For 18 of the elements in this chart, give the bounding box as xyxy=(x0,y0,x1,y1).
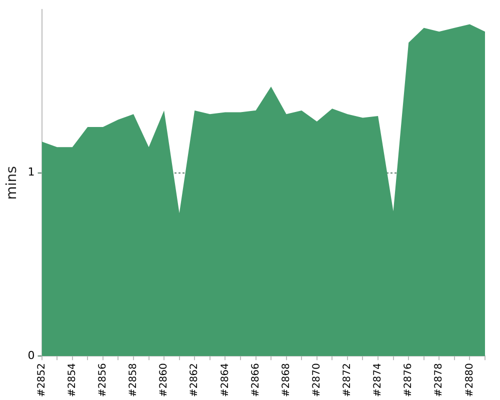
x-tick-label: #2868 xyxy=(280,363,292,397)
x-tick-label: #2852 xyxy=(36,363,48,397)
y-tick-label: 1 xyxy=(28,166,35,179)
x-tick-label: #2854 xyxy=(66,363,78,397)
x-tick-label: #2880 xyxy=(464,363,476,397)
x-tick-label: #2866 xyxy=(250,363,262,397)
x-tick-label: #2874 xyxy=(372,363,384,397)
x-tick-label: #2862 xyxy=(189,363,200,397)
x-tick-label: #2878 xyxy=(434,363,445,397)
x-tick-label: #2860 xyxy=(158,363,170,397)
x-tick-label: #2876 xyxy=(403,363,414,397)
y-axis-title: mins xyxy=(4,166,20,200)
x-tick-label: #2872 xyxy=(342,363,354,397)
x-tick-label: #2858 xyxy=(128,363,140,397)
x-tick-label: #2864 xyxy=(220,363,231,397)
x-tick-label: #2856 xyxy=(98,363,109,397)
x-tick-label: #2870 xyxy=(311,363,322,397)
y-tick-label: 0 xyxy=(28,349,35,362)
